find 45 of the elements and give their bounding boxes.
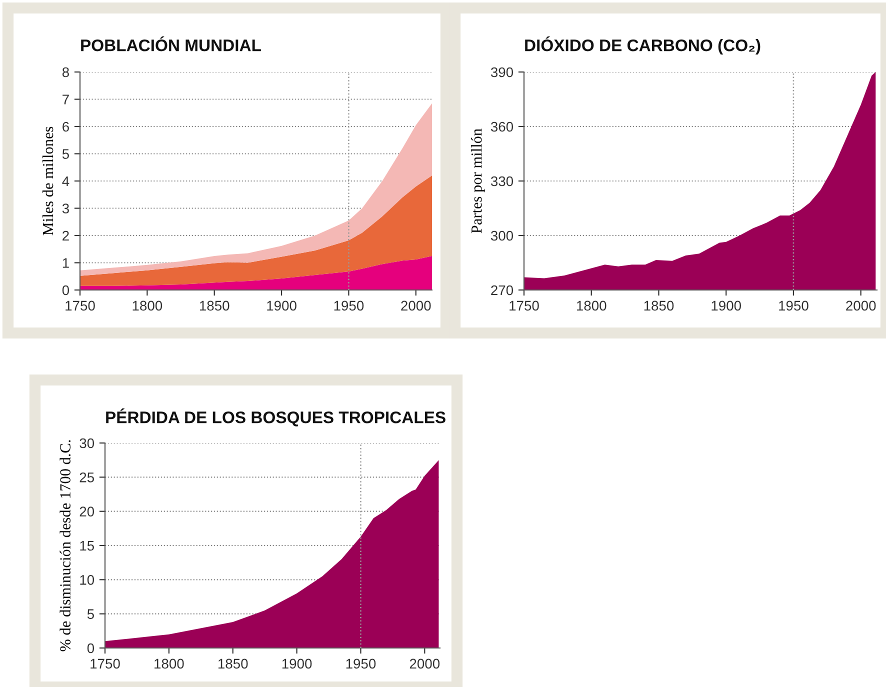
y-tick-label: 1: [62, 258, 69, 268]
x-tick-label: 1850: [218, 658, 248, 669]
y-tick-label: 300: [490, 230, 514, 241]
x-tick-label: 1750: [510, 300, 539, 311]
x-tick-label: 2000: [846, 300, 876, 311]
chart-title: DIÓXIDO DE CARBONO (CO₂): [525, 36, 760, 55]
chart-title: POBLACIÓN MUNDIAL: [81, 36, 261, 52]
x-tick-label: 1800: [154, 658, 184, 669]
y-tick-label: 15: [80, 540, 94, 551]
y-tick-label: 6: [62, 122, 69, 132]
x-tick-label: 2000: [410, 658, 440, 669]
x-tick-label: 2000: [401, 300, 431, 311]
x-tick-label: 1900: [712, 300, 742, 311]
x-tick-label: 1950: [334, 300, 364, 311]
y-tick-label: 25: [80, 472, 94, 482]
y-tick-label: 390: [490, 67, 514, 78]
y-axis-title: % de disminución desde 1700 d.C.: [60, 440, 71, 652]
y-tick-label: 30: [80, 438, 94, 448]
y-tick-label: 270: [491, 285, 514, 296]
y-tick-label: 360: [490, 122, 514, 132]
y-tick-label: 3: [62, 204, 69, 214]
y-tick-label: 5: [87, 609, 94, 620]
y-tick-label: 2: [62, 230, 69, 241]
x-tick-label: 1850: [200, 300, 230, 311]
chart-title: PÉRDIDA DE LOS BOSQUES TROPICALES: [106, 408, 446, 426]
y-axis-title: Partes por millón: [470, 128, 485, 234]
x-tick-label: 1900: [282, 658, 312, 669]
x-tick-label: 1950: [779, 300, 808, 311]
x-tick-label: 1750: [90, 658, 120, 669]
x-tick-label: 1950: [346, 658, 376, 669]
y-tick-label: 5: [62, 149, 69, 159]
x-tick-label: 1850: [644, 300, 674, 311]
y-tick-label: 10: [80, 575, 94, 585]
y-tick-label: 330: [490, 176, 514, 186]
y-tick-label: 20: [80, 506, 94, 517]
x-tick-label: 1750: [66, 300, 95, 311]
y-tick-label: 4: [62, 176, 70, 186]
y-tick-label: 0: [62, 285, 70, 296]
x-tick-label: 1900: [267, 300, 296, 311]
y-axis-title: Miles de millones: [42, 126, 54, 236]
y-tick-label: 7: [62, 94, 69, 104]
y-tick-label: 0: [87, 643, 94, 654]
x-tick-label: 1800: [576, 300, 606, 311]
y-tick-label: 8: [62, 67, 69, 78]
x-tick-label: 1800: [132, 300, 162, 311]
